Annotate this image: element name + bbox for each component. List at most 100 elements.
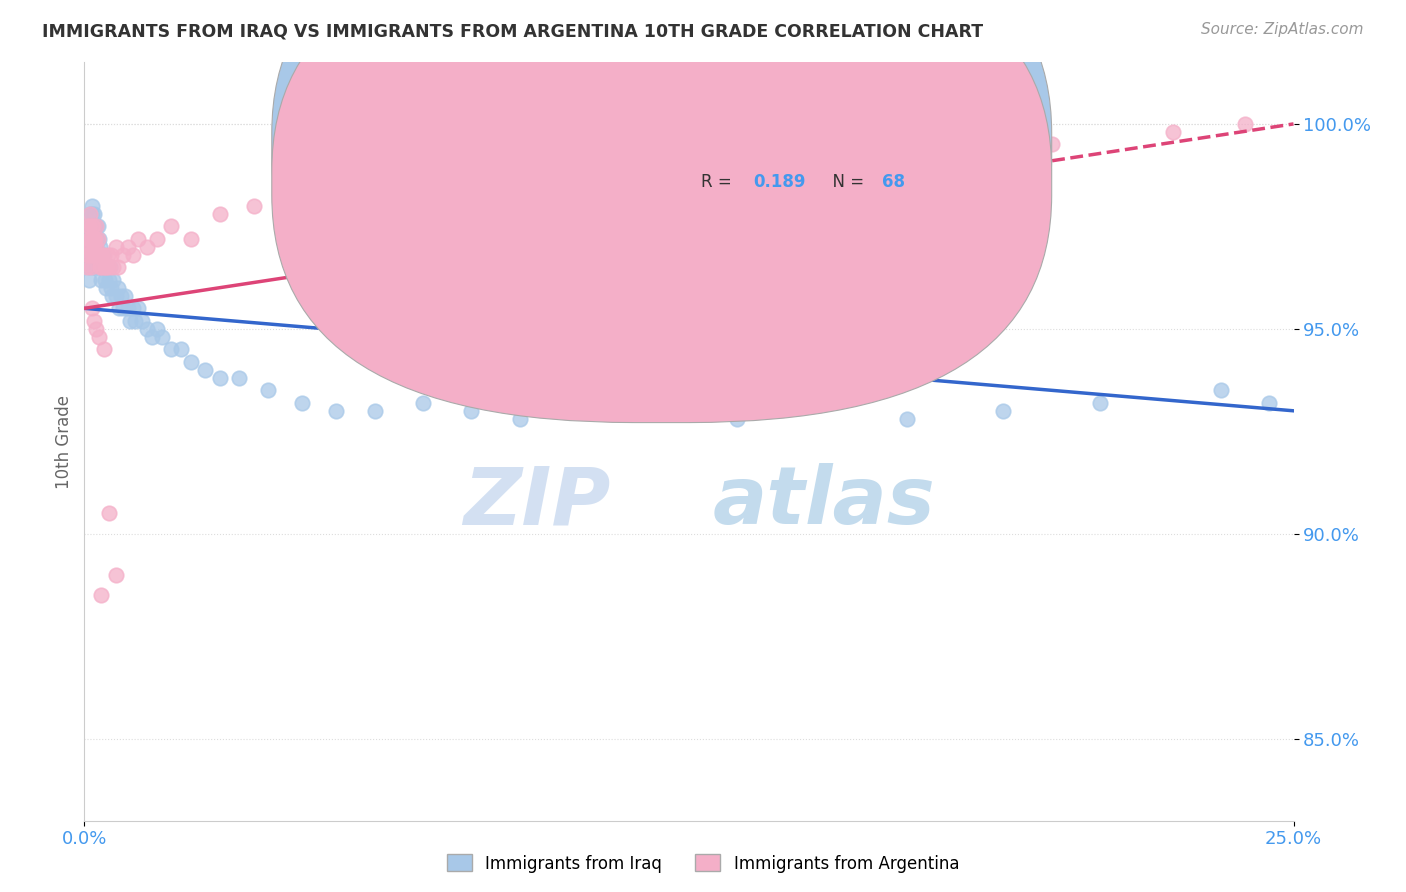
Point xyxy=(77,219,100,234)
Point xyxy=(86,248,108,262)
Point xyxy=(146,322,169,336)
Point xyxy=(97,260,120,275)
Text: N =: N = xyxy=(823,173,869,191)
Point xyxy=(77,219,100,234)
Point xyxy=(141,330,163,344)
Point xyxy=(77,219,100,234)
Text: -0.175: -0.175 xyxy=(749,136,808,153)
Point xyxy=(107,281,129,295)
Point xyxy=(100,248,122,262)
Point xyxy=(77,240,100,254)
Point xyxy=(91,260,114,275)
Point xyxy=(83,248,105,262)
Point xyxy=(93,248,115,262)
Point xyxy=(97,273,120,287)
Point xyxy=(82,207,104,221)
Point xyxy=(89,260,111,275)
Point xyxy=(82,260,104,275)
Point xyxy=(325,404,347,418)
Point xyxy=(103,260,125,275)
Point xyxy=(127,232,149,246)
Text: IMMIGRANTS FROM IRAQ VS IMMIGRANTS FROM ARGENTINA 10TH GRADE CORRELATION CHART: IMMIGRANTS FROM IRAQ VS IMMIGRANTS FROM … xyxy=(42,22,983,40)
Point xyxy=(77,273,100,287)
Point xyxy=(86,322,108,336)
Point xyxy=(94,281,117,295)
Point xyxy=(1088,395,1111,409)
Point xyxy=(76,232,98,246)
FancyBboxPatch shape xyxy=(271,0,1052,384)
Point xyxy=(242,199,264,213)
Point xyxy=(83,240,105,254)
Point xyxy=(276,207,298,221)
FancyBboxPatch shape xyxy=(271,0,1052,423)
Point xyxy=(80,301,103,316)
Point xyxy=(104,567,127,582)
Point xyxy=(84,240,107,254)
Point xyxy=(108,301,131,316)
Text: N =: N = xyxy=(823,136,869,153)
Point xyxy=(121,301,143,316)
Point xyxy=(412,395,434,409)
Point xyxy=(83,248,105,262)
Text: 68: 68 xyxy=(883,173,905,191)
Point xyxy=(101,289,124,303)
Point xyxy=(363,199,385,213)
Point xyxy=(1258,395,1281,409)
Text: R =: R = xyxy=(702,136,737,153)
Point xyxy=(86,219,108,234)
Point xyxy=(993,404,1015,418)
Text: Source: ZipAtlas.com: Source: ZipAtlas.com xyxy=(1201,22,1364,37)
Point xyxy=(100,281,122,295)
Point xyxy=(79,207,101,221)
Point xyxy=(484,191,506,205)
Text: R =: R = xyxy=(702,173,737,191)
Point xyxy=(160,343,183,357)
Point xyxy=(136,240,159,254)
Point xyxy=(363,404,385,418)
Point xyxy=(84,248,107,262)
Point xyxy=(799,384,821,398)
Point xyxy=(98,260,121,275)
Point xyxy=(117,240,139,254)
Point xyxy=(1161,125,1184,139)
Point xyxy=(80,240,103,254)
Point xyxy=(89,260,111,275)
Point xyxy=(412,178,434,193)
Point xyxy=(93,260,115,275)
Point xyxy=(77,260,100,275)
Point xyxy=(257,384,280,398)
Point xyxy=(91,260,114,275)
Point xyxy=(104,240,127,254)
Point xyxy=(83,232,105,246)
Point xyxy=(84,232,107,246)
Y-axis label: 10th Grade: 10th Grade xyxy=(55,394,73,489)
Text: 83: 83 xyxy=(883,136,905,153)
Point xyxy=(160,219,183,234)
Point xyxy=(509,412,531,426)
Point xyxy=(80,219,103,234)
Point xyxy=(87,248,110,262)
Point xyxy=(91,248,114,262)
Point xyxy=(630,166,652,180)
Point xyxy=(315,191,337,205)
Point xyxy=(114,289,136,303)
Legend: Immigrants from Iraq, Immigrants from Argentina: Immigrants from Iraq, Immigrants from Ar… xyxy=(440,847,966,880)
Point xyxy=(90,248,112,262)
Point xyxy=(90,273,112,287)
Point xyxy=(97,260,120,275)
Point xyxy=(291,395,314,409)
Point xyxy=(127,301,149,316)
Point xyxy=(93,343,115,357)
Point xyxy=(83,313,105,327)
Point xyxy=(725,412,748,426)
Point xyxy=(82,219,104,234)
Point xyxy=(117,301,139,316)
Point xyxy=(920,150,942,164)
Point xyxy=(581,395,603,409)
Point xyxy=(76,248,98,262)
Point xyxy=(112,248,135,262)
Point xyxy=(79,248,101,262)
Point xyxy=(93,273,115,287)
Point xyxy=(121,248,143,262)
Point xyxy=(89,240,111,254)
